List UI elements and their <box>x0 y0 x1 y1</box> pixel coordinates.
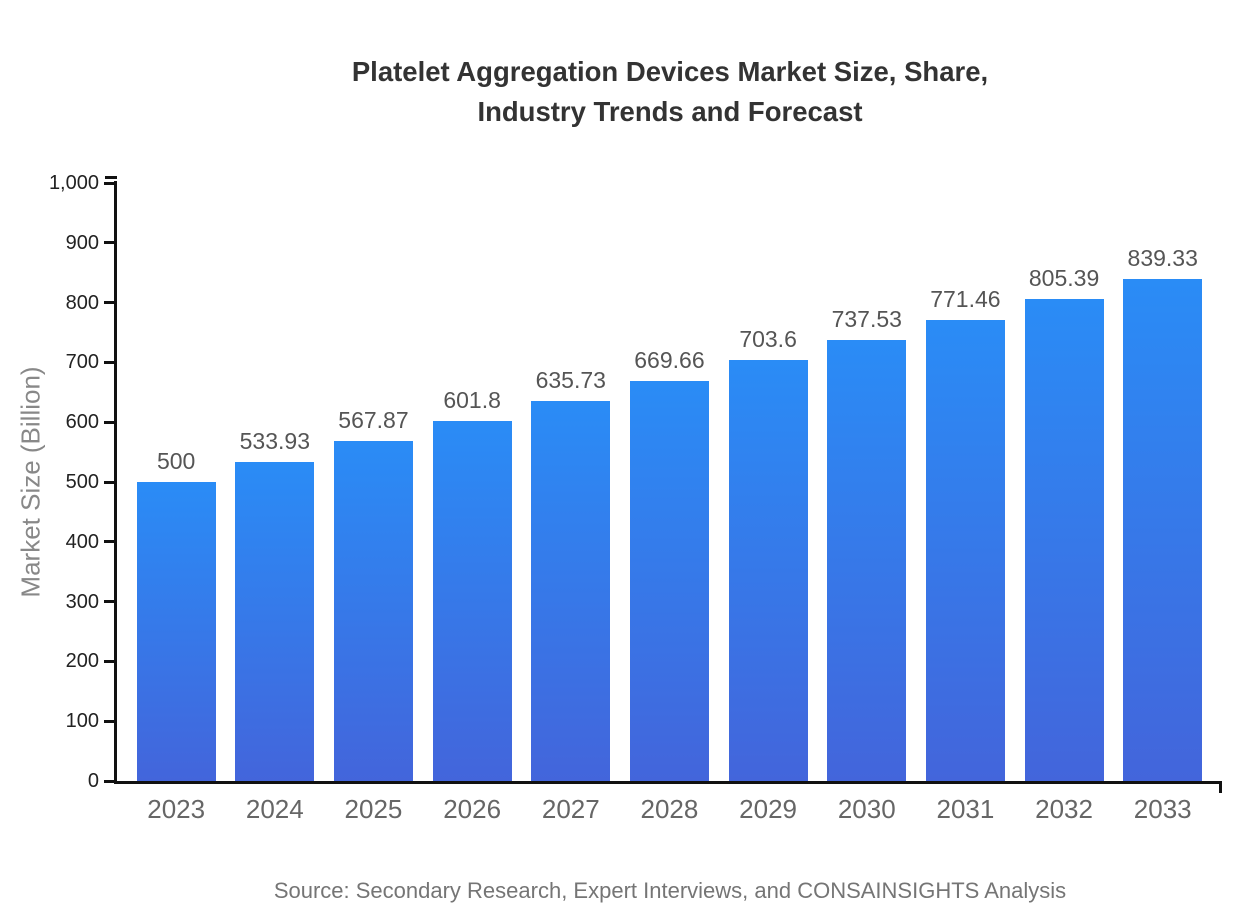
bar-value-label: 567.87 <box>338 407 409 434</box>
y-tick-label: 100 <box>65 710 99 733</box>
y-tick-label: 300 <box>65 590 99 613</box>
x-axis-label: 2029 <box>739 794 798 824</box>
bar-slot: 737.53 <box>827 306 907 781</box>
y-tick-mark <box>104 540 115 544</box>
bar <box>136 482 216 781</box>
bar-value-label: 635.73 <box>535 366 606 393</box>
bar-value-label: 737.53 <box>831 305 902 332</box>
x-axis-label: 2023 <box>147 794 206 824</box>
x-axis-label: 2031 <box>936 794 995 824</box>
y-tick-label: 200 <box>65 650 99 673</box>
y-tick-mark <box>104 600 115 604</box>
y-axis-end-tick <box>105 176 117 179</box>
bar-slot: 533.93 <box>235 428 315 781</box>
bar <box>629 380 709 781</box>
y-tick-label: 600 <box>65 411 99 434</box>
chart-title: Platelet Aggregation Devices Market Size… <box>80 52 1260 132</box>
bar-slot: 805.39 <box>1024 265 1104 781</box>
x-axis-label: 2030 <box>837 794 896 824</box>
bar <box>235 461 315 781</box>
y-tick-mark <box>104 360 115 364</box>
bar-slot: 703.6 <box>728 326 808 781</box>
x-axis-label: 2027 <box>541 794 600 824</box>
bar-slot: 839.33 <box>1123 245 1203 781</box>
bar-value-label: 839.33 <box>1127 245 1198 272</box>
bars-container: 500 533.93 567.87 601.8 635.73 669.66 703.6 737… <box>117 183 1222 781</box>
x-axis-label: 2025 <box>344 794 403 824</box>
y-tick-mark <box>104 301 115 305</box>
y-tick-label: 800 <box>65 291 99 314</box>
bar-value-label: 669.66 <box>634 346 705 373</box>
x-axis-label: 2028 <box>640 794 699 824</box>
y-axis-line <box>114 181 117 784</box>
bar-value-label: 533.93 <box>239 427 310 454</box>
y-tick-mark <box>104 181 115 185</box>
y-tick-mark <box>104 420 115 424</box>
y-tick-label: 900 <box>65 231 99 254</box>
y-tick-label: 700 <box>65 351 99 374</box>
bar-slot: 500 <box>136 448 216 781</box>
y-tick-label: 500 <box>65 471 99 493</box>
bar <box>1123 279 1203 781</box>
y-tick-mark <box>104 719 115 723</box>
bar <box>432 421 512 781</box>
source-text: Source: Secondary Research, Expert Inter… <box>273 878 1067 903</box>
bar-value-label: 805.39 <box>1028 265 1100 292</box>
chart-title-line1: Platelet Aggregation Devices Market Size… <box>351 56 989 87</box>
y-tick-mark <box>104 659 115 663</box>
x-axis-label: 2026 <box>443 794 502 824</box>
bar <box>925 319 1005 781</box>
bar <box>531 400 611 781</box>
bar-value-label: 771.46 <box>930 285 1001 312</box>
y-tick-mark <box>104 241 115 245</box>
bar-value-label: 500 <box>156 448 196 474</box>
x-axis-line <box>114 781 1222 784</box>
y-tick-label: 1,000 <box>48 172 99 194</box>
bar-value-label: 601.8 <box>443 387 501 414</box>
chart-title-line2: Industry Trends and Forecast <box>477 96 863 127</box>
x-axis-label: 2033 <box>1133 794 1192 824</box>
bar-value-label: 703.6 <box>739 326 797 353</box>
x-axis-end-tick <box>1219 781 1222 793</box>
bar-slot: 771.46 <box>925 286 1005 781</box>
y-tick-label: 400 <box>65 530 99 553</box>
bar-slot: 669.66 <box>629 347 709 781</box>
y-tick-mark <box>104 480 115 484</box>
x-axis-label: 2032 <box>1035 794 1093 824</box>
y-tick-label: 0 <box>87 770 99 792</box>
bar <box>333 441 413 781</box>
bar <box>1024 299 1104 781</box>
bar-slot: 567.87 <box>333 407 413 781</box>
y-tick-mark <box>104 779 115 783</box>
bar-slot: 601.8 <box>432 387 512 781</box>
bar-slot: 635.73 <box>531 367 611 781</box>
bar <box>728 360 808 781</box>
bar <box>827 339 907 781</box>
x-axis-label: 2024 <box>245 794 304 824</box>
x-axis-labels: 2023 2024 2025 2026 2027 2028 2029 2030 2031 2032… <box>117 794 1222 825</box>
